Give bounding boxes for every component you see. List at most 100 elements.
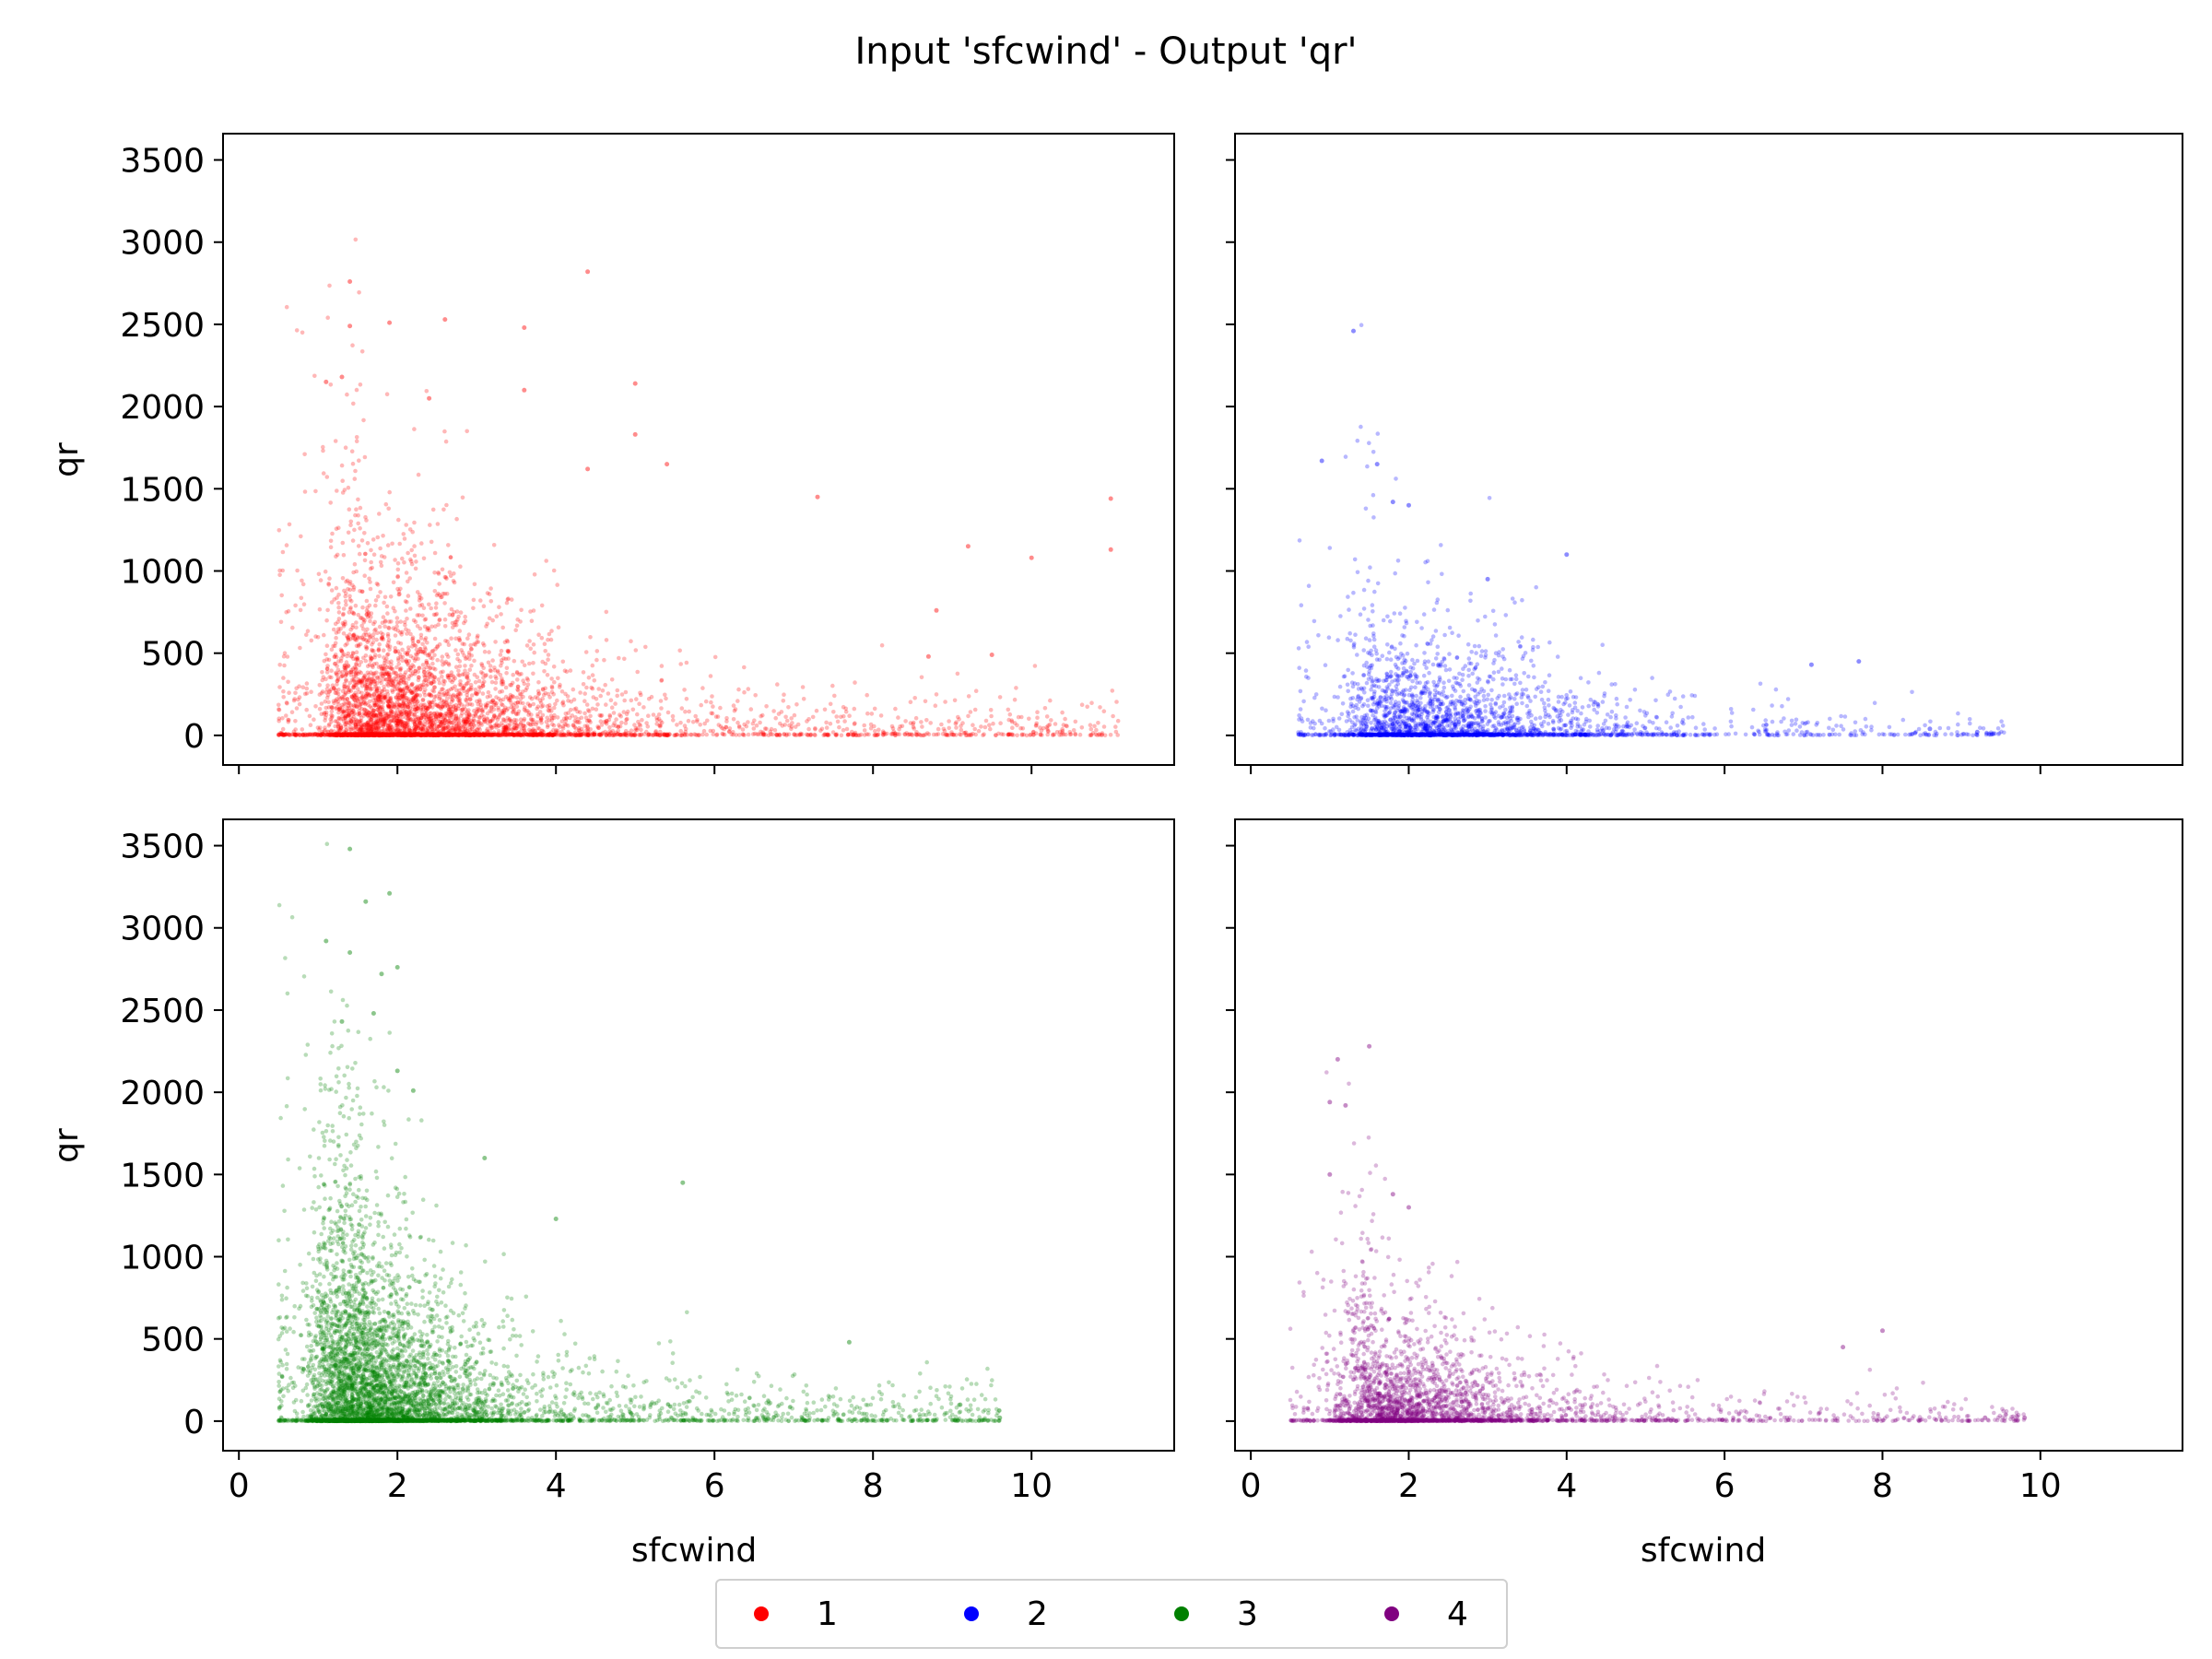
data-point [824,725,830,730]
data-point [376,648,382,653]
data-point [338,733,344,737]
data-point [421,556,427,561]
data-point [746,687,751,691]
data-point [475,732,480,737]
data-point [822,732,828,736]
data-point [398,733,403,737]
data-point [352,733,358,737]
data-point [618,732,622,737]
data-point [546,723,550,728]
data-point [845,733,851,737]
data-point [446,724,451,730]
data-point [505,732,511,737]
data-point [457,629,463,633]
data-point [480,683,486,688]
data-point [586,732,591,737]
data-point [460,707,465,712]
data-point [406,718,411,723]
data-point [357,551,362,557]
data-point [549,629,554,633]
data-point [363,683,368,688]
data-point [340,540,346,546]
data-point [334,733,338,737]
data-point [367,635,372,640]
data-point [683,729,688,735]
data-point [909,732,914,737]
data-point [353,733,358,738]
data-point [334,732,339,737]
data-point [353,603,359,608]
data-point [954,725,959,730]
data-point [439,670,443,675]
data-point [369,717,373,722]
data-point [943,732,948,737]
data-point [842,719,847,724]
data-point [1113,724,1118,729]
data-point [431,666,436,671]
data-point [692,732,697,736]
data-point [378,732,383,737]
data-point [504,733,510,737]
data-point [684,660,689,665]
data-point [724,715,729,721]
data-point [457,682,463,688]
data-point [349,694,355,700]
data-point [413,726,418,732]
data-point [579,732,584,737]
data-point [335,723,341,727]
data-point [367,732,372,737]
data-point [414,724,419,730]
data-point [703,699,709,704]
data-point [365,732,370,736]
data-point [514,669,520,675]
data-point [356,733,361,738]
data-point [346,635,350,640]
data-point [461,686,466,691]
data-point [418,595,422,600]
data-point [452,580,457,585]
data-point [374,732,380,736]
data-point [433,606,439,610]
data-point [430,661,435,666]
data-point [307,732,312,737]
data-point [403,733,407,738]
data-point [450,720,455,725]
data-point [308,723,313,727]
data-point [501,710,507,715]
data-point [450,612,455,618]
data-point [416,639,421,644]
data-point [351,696,357,701]
data-point [427,602,431,607]
data-point [420,663,426,667]
data-point [427,733,432,737]
data-point [611,723,616,728]
data-point [324,652,328,657]
data-point [403,733,407,737]
data-point [1031,732,1036,737]
data-point [351,720,357,724]
data-point [359,623,365,629]
data-point [331,732,336,737]
data-point [504,732,510,737]
data-point [351,685,357,690]
data-point [839,733,844,738]
data-point [438,689,442,695]
data-point [382,718,387,724]
data-point [445,732,451,736]
data-point [623,689,629,695]
data-point [371,715,377,721]
data-point [478,702,483,708]
data-point [383,733,388,737]
data-point [497,712,502,718]
data-point [515,733,521,737]
data-point [831,710,836,714]
data-point [441,732,447,737]
data-point [585,724,590,730]
data-point [393,627,398,632]
data-point [1060,710,1065,715]
data-point [631,733,636,737]
data-point [466,650,472,655]
data-point [447,711,453,716]
data-point [490,658,495,663]
data-point [381,674,386,678]
